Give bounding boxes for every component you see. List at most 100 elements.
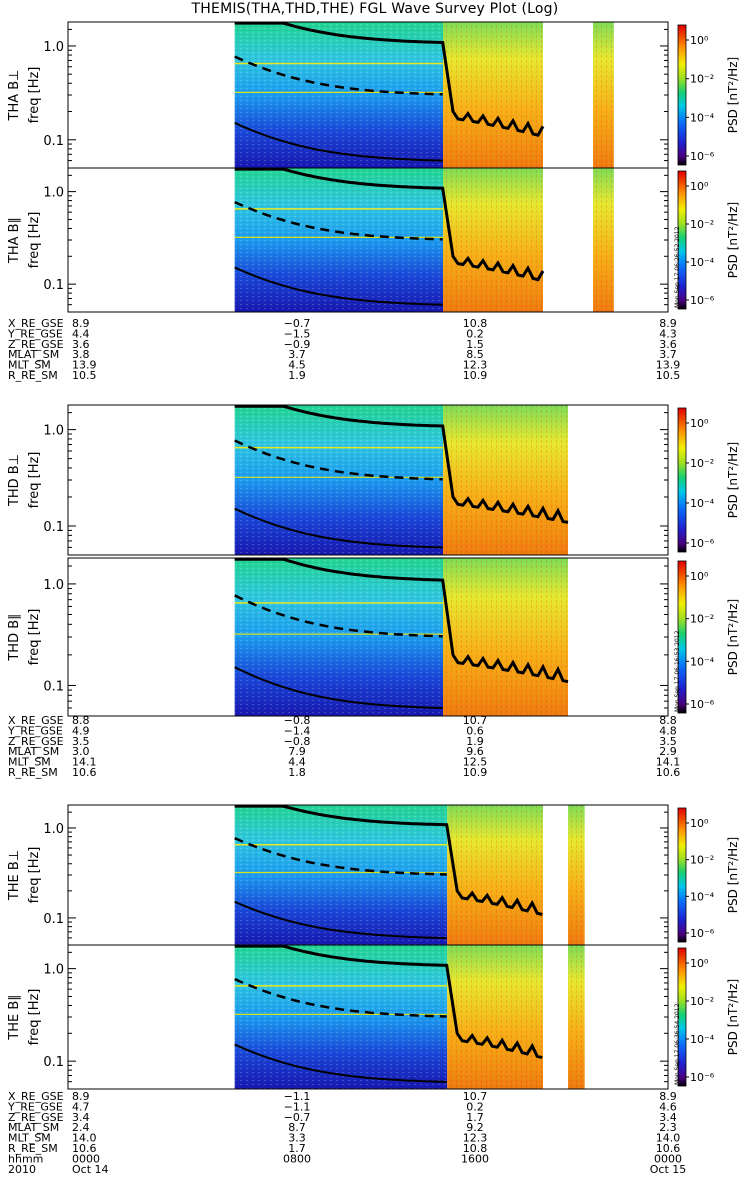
ephemeris-row-name: X_RE_GSE [8, 714, 64, 727]
ephemeris-value: 2.3 [659, 1121, 677, 1134]
dashed-frequency-line [234, 977, 447, 1018]
ephemeris-value: 14.1 [72, 756, 97, 769]
colorbar-tick-label: 10⁻⁶ [690, 927, 715, 940]
ephemeris-row-name: MLAT_SM [8, 348, 59, 361]
ephemeris-value: 3.4 [659, 1111, 677, 1124]
ephemeris-value: 3.5 [72, 735, 90, 748]
colorbar-tick-label: 10⁻⁴ [690, 1033, 715, 1046]
cyclotron-frequency-line [234, 804, 543, 916]
ephemeris-row-name: 2010 [8, 1163, 36, 1176]
colorbar-tick-label: 10⁻² [690, 613, 714, 626]
panel-y-label: freq [Hz] [27, 67, 42, 124]
spectrogram-texture [447, 945, 543, 1089]
ephemeris-value: 8.9 [659, 1090, 677, 1103]
ephemeris-value: −0.8 [284, 714, 311, 727]
panel-probe-label: THA B∥ [7, 217, 22, 264]
panel-probe-label: THA B⊥ [7, 70, 22, 122]
ephemeris-value: −0.7 [284, 1111, 311, 1124]
ephemeris-value: 10.5 [72, 369, 97, 382]
ephemeris-value: −0.9 [284, 338, 311, 351]
y-tick-label: 0.1 [43, 520, 64, 535]
ephemeris-value: 3.6 [72, 338, 90, 351]
ephemeris-row-name: Z_RE_GSE [8, 338, 64, 351]
lower-frequency-line [234, 121, 443, 162]
cyclotron-frequency-line [234, 21, 545, 137]
ephemeris-value: 10.6 [72, 1142, 97, 1155]
lower-frequency-line [234, 900, 447, 940]
colorbar-tick-label: 10⁰ [690, 34, 709, 47]
ephemeris-block-the: X_RE_GSE 8.9 −1.1 10.7 8.9 Y_RE_GSE 4.7 −1.1 0.2… [7, 1090, 686, 1176]
colorbar [677, 407, 687, 553]
ephemeris-value: 8.8 [659, 714, 677, 727]
y-tick-label: 0.1 [43, 278, 64, 293]
ephemeris-value: Oct 15 [650, 1163, 687, 1176]
ephemeris-value: 13.9 [656, 359, 681, 372]
cyclotron-frequency-line [234, 404, 569, 524]
colorbar-tick-label: 10⁻² [690, 218, 714, 231]
colorbar-tick-label: 10⁻² [690, 73, 714, 86]
ephemeris-value: 12.3 [463, 359, 488, 372]
spectrogram-texture [234, 405, 443, 555]
spectrogram-texture [234, 22, 443, 168]
ephemeris-value: 3.8 [72, 348, 90, 361]
colorbar-tick-label: 10⁻⁶ [690, 698, 715, 711]
colorbar-tick-label: 10⁻⁴ [690, 111, 715, 124]
ephemeris-value: 2.9 [659, 745, 677, 758]
ephemeris-value: 10.9 [463, 766, 488, 779]
ephemeris-row-name: MLAT_SM [8, 1121, 59, 1134]
cyclotron-frequency-line [234, 944, 543, 1060]
ephemeris-value: −1.4 [284, 724, 311, 737]
dashed-frequency-line [234, 837, 447, 876]
timestamp: Mon Sep 17 06:16:53 2012 [674, 630, 681, 712]
colorbar-label: PSD [nT²/Hz] [726, 57, 740, 133]
ephemeris-value: 10.8 [463, 1142, 488, 1155]
ephemeris-value: 10.5 [656, 369, 681, 382]
ephemeris-value: 9.2 [466, 1121, 484, 1134]
ephemeris-value: 8.5 [466, 348, 484, 361]
colorbar [677, 947, 687, 1087]
ephemeris-row-name: Z_RE_GSE [8, 1111, 64, 1124]
ephemeris-value: 1.8 [288, 766, 306, 779]
spectrogram-texture [443, 558, 568, 716]
spectrogram-texture [568, 945, 585, 1089]
ephemeris-value: 3.6 [659, 338, 677, 351]
ephemeris-value: −1.1 [284, 1090, 311, 1103]
ephemeris-value: 14.1 [656, 756, 681, 769]
ephemeris-row-name: hhmm [8, 1152, 43, 1165]
ephemeris-row-name: MLT_SM [8, 359, 51, 372]
panel-probe-label: THE B∥ [7, 994, 22, 1040]
dashed-frequency-line [234, 55, 443, 96]
ephemeris-value: 13.9 [72, 359, 97, 372]
ephemeris-value: 10.6 [656, 1142, 681, 1155]
colorbar-tick-label: 10⁻⁴ [690, 256, 715, 269]
spectrogram-texture [443, 22, 543, 168]
spectrogram-texture [447, 805, 543, 945]
ephemeris-value: 8.9 [72, 317, 90, 330]
colorbar-label: PSD [nT²/Hz] [726, 837, 740, 913]
ephemeris-value: 3.7 [659, 348, 677, 361]
ephemeris-row-name: MLT_SM [8, 756, 51, 769]
colorbar-tick-label: 10⁻⁴ [690, 890, 715, 903]
colorbar [677, 560, 687, 714]
ephemeris-value: 4.8 [659, 724, 677, 737]
colorbar-tick-label: 10⁰ [690, 417, 709, 430]
ephemeris-value: 4.9 [72, 724, 90, 737]
colorbar-label: PSD [nT²/Hz] [726, 599, 740, 675]
ephemeris-value: 0.2 [466, 1100, 484, 1113]
panel-probe-label: THE B⊥ [7, 850, 22, 901]
colorbar-tick-label: 10⁻⁶ [690, 537, 715, 550]
ephemeris-row-name: Y_RE_GSE [7, 1100, 63, 1113]
ephemeris-value: 0.2 [466, 327, 484, 340]
timestamp: Mon Sep 17 06:36:54 2012 [674, 1003, 681, 1085]
colorbar-tick-label: 10⁻⁴ [690, 655, 715, 668]
spectrogram-texture [234, 168, 443, 312]
spectrogram-texture [443, 405, 568, 555]
ephemeris-value: 9.6 [466, 745, 484, 758]
ephemeris-value: 4.6 [659, 1100, 677, 1113]
ephemeris-block-tha: X_RE_GSE 8.9 −0.7 10.8 8.9 Y_RE_GSE 4.4 −1.5 0.2… [7, 317, 680, 382]
